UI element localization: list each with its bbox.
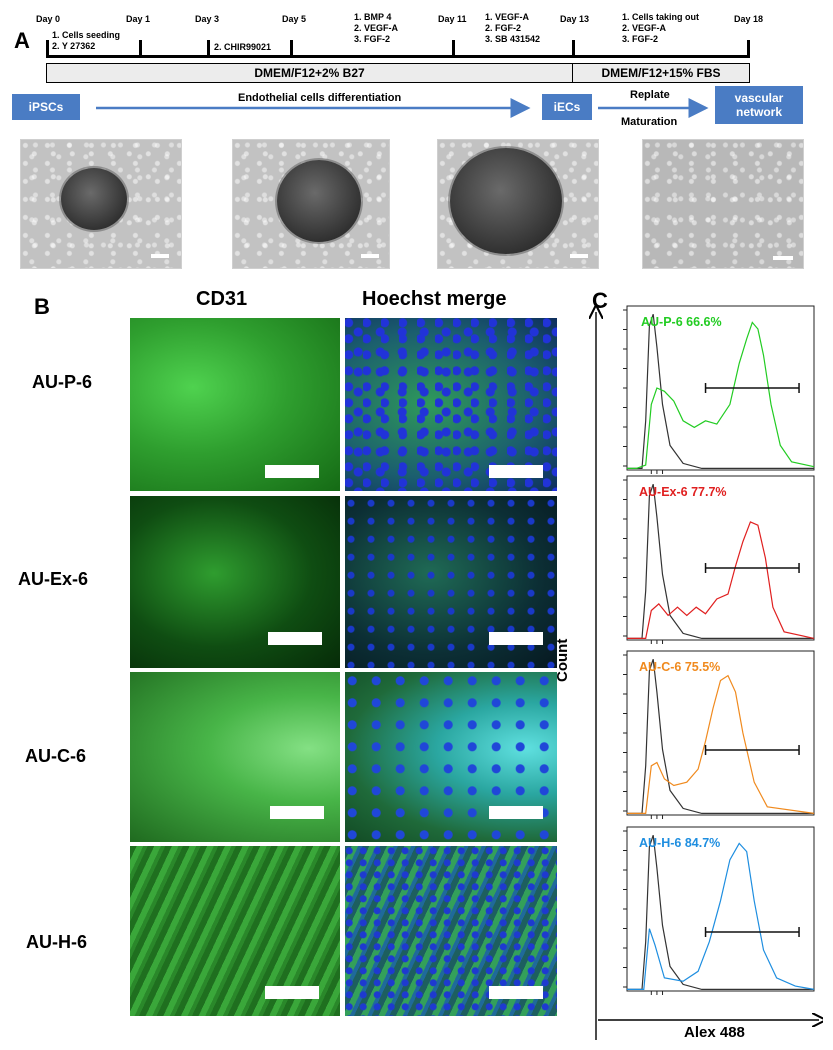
- histogram-panel: AU-C-6 75.5%: [623, 650, 815, 819]
- count-axis-label: Count: [554, 638, 571, 682]
- histogram-label: AU-P-6 66.6%: [641, 315, 722, 329]
- vascular-network-box: vascular network: [715, 86, 803, 124]
- tick-day1: [139, 40, 142, 57]
- brightfield-image-day1: [20, 139, 182, 269]
- maturation-label: Maturation: [621, 116, 678, 128]
- histogram-frame: [626, 826, 815, 992]
- flow-arrows: [96, 98, 709, 118]
- control-curve: [627, 659, 814, 815]
- brightfield-image-day5: [232, 139, 390, 269]
- note-line: 1. Cells seeding: [52, 30, 121, 40]
- cd31-image-h6: [130, 846, 340, 1016]
- tick-day0: [46, 40, 49, 57]
- day-label: Day 0: [36, 14, 61, 24]
- flow-cytometry-histograms: AU-P-6 66.6% AU-Ex-6 77.7% AU-C-6 75.5% AU-…: [583, 300, 823, 1040]
- histogram-frame: [626, 475, 815, 641]
- note-line: 2. VEGF-A: [622, 23, 667, 33]
- note-line: 3. SB 431542: [485, 34, 541, 44]
- medium-fbs: DMEM/F12+15% FBS: [572, 63, 750, 83]
- merge-image-h6: [345, 846, 557, 1016]
- note-line: 3. FGF-2: [354, 34, 391, 44]
- brightfield-image-network: [642, 139, 804, 269]
- sample-curve: [627, 521, 815, 639]
- note-line: 2. FGF-2: [485, 23, 522, 33]
- sample-curve: [627, 842, 815, 991]
- cd31-image-ex6: [130, 496, 340, 668]
- medium-b27: DMEM/F12+2% B27: [46, 63, 573, 83]
- row-label-c6: AU-C-6: [25, 746, 86, 766]
- note-line: 2. VEGF-A: [354, 23, 399, 33]
- tick-day5: [290, 40, 293, 57]
- alex488-axis-label: Alex 488: [684, 1024, 745, 1041]
- note-line: 1. VEGF-A: [485, 12, 530, 22]
- panel-b-letter: B: [34, 294, 50, 319]
- note-line: 1. Cells taking out: [622, 12, 700, 22]
- row-label-h6: AU-H-6: [26, 932, 87, 952]
- tick-day3: [207, 40, 210, 57]
- ipscs-box: iPSCs: [12, 94, 80, 120]
- histogram-label: AU-H-6 84.7%: [639, 836, 720, 850]
- note-day13: 1. Cells taking out 2. VEGF-A 3. FGF-2: [622, 12, 699, 45]
- merge-image-c6: [345, 672, 557, 842]
- control-curve: [627, 314, 814, 469]
- merge-image-p6: [345, 318, 557, 491]
- tick-day11: [452, 40, 455, 57]
- note-line: 1. BMP 4: [354, 12, 392, 22]
- vascular-network-line: network: [735, 105, 782, 119]
- histogram-frame: [626, 650, 815, 816]
- note-day3: 2. CHIR99021: [214, 42, 271, 53]
- histogram-panel: AU-P-6 66.6%: [623, 305, 815, 474]
- differentiation-label: Endothelial cells differentiation: [238, 92, 402, 104]
- cd31-image-p6: [130, 318, 340, 491]
- histogram-label: AU-Ex-6 77.7%: [639, 485, 727, 499]
- control-curve: [627, 484, 814, 639]
- merge-image-ex6: [345, 496, 557, 668]
- day-label: Day 5: [282, 14, 307, 24]
- day-label: Day 18: [734, 14, 764, 24]
- day-label: Day 3: [195, 14, 220, 24]
- iecs-box: iECs: [542, 94, 592, 120]
- note-line: 2. CHIR99021: [214, 42, 272, 52]
- row-label-p6: AU-P-6: [32, 372, 93, 392]
- day-label: Day 13: [560, 14, 590, 24]
- cd31-image-c6: [130, 672, 340, 842]
- day-label: Day 11: [438, 14, 467, 24]
- timeline-line: [46, 55, 750, 58]
- note-line: 3. FGF-2: [622, 34, 659, 44]
- panel-a-letter: A: [14, 28, 30, 53]
- brightfield-image-day11: [437, 139, 599, 269]
- day-label: Day 1: [126, 14, 151, 24]
- col-header-cd31: CD31: [196, 288, 248, 310]
- note-day5: 1. BMP 4 2. VEGF-A 3. FGF-2: [354, 12, 398, 45]
- tick-day18: [747, 40, 750, 57]
- tick-day13: [572, 40, 575, 57]
- row-label-ex6: AU-Ex-6: [18, 569, 89, 589]
- histogram-panel: AU-H-6 84.7%: [623, 826, 815, 995]
- histogram-label: AU-C-6 75.5%: [639, 660, 720, 674]
- note-day11: 1. VEGF-A 2. FGF-2 3. SB 431542: [485, 12, 540, 45]
- replate-label: Replate: [630, 89, 670, 101]
- note-day0: 1. Cells seeding 2. Y 27362: [52, 30, 120, 52]
- note-line: 2. Y 27362: [52, 41, 96, 51]
- histogram-panel: AU-Ex-6 77.7%: [623, 475, 815, 644]
- control-curve: [627, 835, 814, 991]
- vascular-network-line: vascular: [734, 91, 784, 105]
- col-header-hoechst-merge: Hoechst merge: [362, 288, 507, 310]
